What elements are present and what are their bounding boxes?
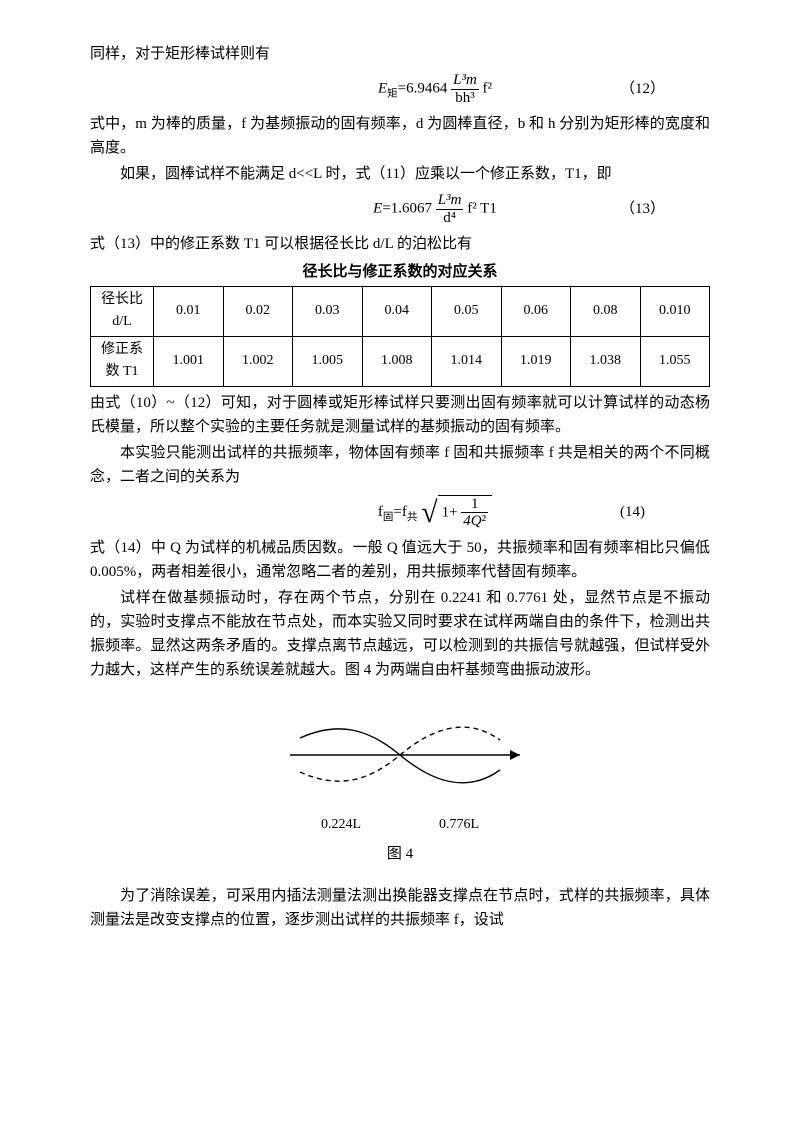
eq13-num: L³m	[438, 192, 462, 208]
r1c8: 0.010	[640, 287, 710, 337]
paragraph-8: 试样在做基频振动时，存在两个节点，分别在 0.2241 和 0.7761 处，显…	[90, 586, 710, 682]
paragraph-5: 由式（10）~（12）可知，对于圆棒或矩形棒试样只要测出固有频率就可以计算试样的…	[90, 391, 710, 439]
figure-4-svg	[270, 700, 530, 810]
r2c5: 1.014	[432, 336, 502, 386]
eq13-number: （13）	[620, 197, 710, 221]
eq12-den: bh³	[455, 90, 475, 106]
solid-curve	[300, 728, 500, 782]
eq12-frac: L³m bh³	[451, 72, 479, 106]
paragraph-9: 为了消除误差，可采用内插法测量法测出换能器支撑点在节点时，式样的共振频率，具体测…	[90, 884, 710, 932]
paragraph-1: 同样，对于矩形棒试样则有	[90, 42, 710, 66]
figure-4-caption: 图 4	[90, 842, 710, 866]
paragraph-7: 式（14）中 Q 为试样的机械品质因数。一般 Q 值远大于 50，共振频率和固有…	[90, 536, 710, 584]
fig4-right-label: 0.776L	[439, 814, 479, 836]
eq12-lhs: E	[378, 80, 387, 96]
eq12-num: L³m	[453, 72, 477, 88]
eq14-sub2: 共	[407, 512, 418, 523]
eq12-number: （12）	[620, 77, 710, 101]
eq12-tail: f²	[483, 80, 493, 96]
arrow-head-icon	[510, 750, 520, 760]
eq14-one: 1+	[442, 504, 458, 520]
eq13-den: d⁴	[443, 210, 456, 226]
paragraph-3: 如果，圆棒试样不能满足 d<<L 时，式（11）应乘以一个修正系数，T1，即	[90, 162, 710, 186]
eq14-sqrt: √ 1+ 1 4Q²	[421, 495, 492, 530]
r2c2: 1.002	[223, 336, 293, 386]
eq13-tail: f² T1	[467, 200, 497, 216]
eq14-sub1: 固	[383, 512, 394, 523]
r2c8: 1.055	[640, 336, 710, 386]
r2c4: 1.008	[362, 336, 432, 386]
figure-4: 0.224L 0.776L	[90, 700, 710, 836]
r1c6: 0.06	[501, 287, 571, 337]
paragraph-6: 本实验只能测出试样的共振频率，物体固有频率 f 固和共振频率 f 共是相关的两个…	[90, 441, 710, 489]
r2c1: 1.001	[154, 336, 224, 386]
figure-4-labels: 0.224L 0.776L	[90, 814, 710, 836]
eq14-num: 1	[461, 496, 488, 514]
eq14-frac: 1 4Q²	[461, 496, 488, 530]
paragraph-4: 式（13）中的修正系数 T1 可以根据径长比 d/L 的泊松比有	[90, 232, 710, 256]
eq14-eqf: =f	[393, 504, 406, 520]
correction-table: 径长比d/L 0.01 0.02 0.03 0.04 0.05 0.06 0.0…	[90, 286, 710, 387]
r1c3: 0.03	[293, 287, 363, 337]
equation-12: E矩=6.9464 L³m bh³ f² （12）	[90, 72, 710, 106]
eq12-lhs-sub: 矩	[387, 88, 398, 99]
r1c4: 0.04	[362, 287, 432, 337]
equation-13: E=1.6067 L³m d⁴ f² T1 （13）	[90, 192, 710, 226]
r2c3: 1.005	[293, 336, 363, 386]
paragraph-2: 式中，m 为棒的质量，f 为基频振动的固有频率，d 为圆棒直径，b 和 h 分别…	[90, 112, 710, 160]
row2-hdr: 修正系数 T1	[91, 336, 154, 386]
table-title: 径长比与修正系数的对应关系	[90, 260, 710, 284]
eq13-coef: =1.6067	[382, 200, 432, 216]
eq12-coef: =6.9464	[398, 80, 448, 96]
r2c7: 1.038	[571, 336, 641, 386]
r1c1: 0.01	[154, 287, 224, 337]
eq14-number: (14)	[620, 500, 710, 524]
fig4-left-label: 0.224L	[321, 814, 361, 836]
row1-hdr: 径长比d/L	[91, 287, 154, 337]
equation-14: f固=f共 √ 1+ 1 4Q² (14)	[90, 495, 710, 530]
r1c7: 0.08	[571, 287, 641, 337]
r1c5: 0.05	[432, 287, 502, 337]
eq13-lhs: E	[373, 200, 382, 216]
eq13-frac: L³m d⁴	[436, 192, 464, 226]
r2c6: 1.019	[501, 336, 571, 386]
dashed-curve	[300, 727, 500, 781]
r1c2: 0.02	[223, 287, 293, 337]
page: 同样，对于矩形棒试样则有 E矩=6.9464 L³m bh³ f² （12） 式…	[0, 0, 800, 1132]
